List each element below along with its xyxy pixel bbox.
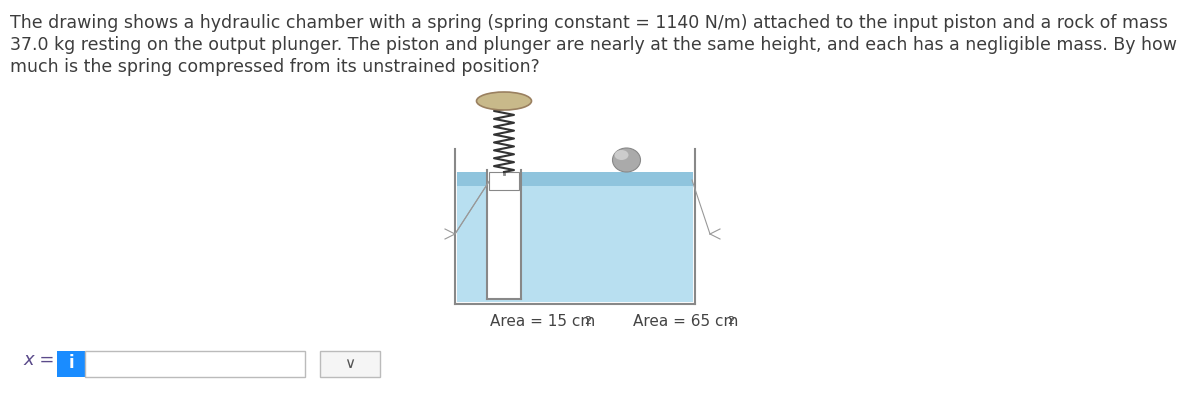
Text: Area = 15 cm: Area = 15 cm <box>490 314 595 329</box>
Polygon shape <box>521 172 694 186</box>
Text: much is the spring compressed from its unstrained position?: much is the spring compressed from its u… <box>10 58 540 76</box>
Ellipse shape <box>614 150 629 160</box>
Text: x =: x = <box>24 351 55 369</box>
Text: Area = 65 cm: Area = 65 cm <box>634 314 738 329</box>
Text: ∨: ∨ <box>344 356 355 370</box>
Text: The drawing shows a hydraulic chamber with a spring (spring constant = 1140 N/m): The drawing shows a hydraulic chamber wi… <box>10 14 1168 32</box>
Polygon shape <box>457 172 694 302</box>
Text: 2: 2 <box>584 316 592 326</box>
Bar <box>490 172 520 190</box>
Ellipse shape <box>476 92 532 110</box>
Polygon shape <box>457 172 487 186</box>
Bar <box>58 351 85 377</box>
Text: 2: 2 <box>727 316 734 326</box>
Bar <box>320 351 380 377</box>
Ellipse shape <box>612 148 641 172</box>
Text: i: i <box>68 354 74 372</box>
Bar <box>85 351 305 377</box>
Text: 37.0 kg resting on the output plunger. The piston and plunger are nearly at the : 37.0 kg resting on the output plunger. T… <box>10 36 1177 54</box>
